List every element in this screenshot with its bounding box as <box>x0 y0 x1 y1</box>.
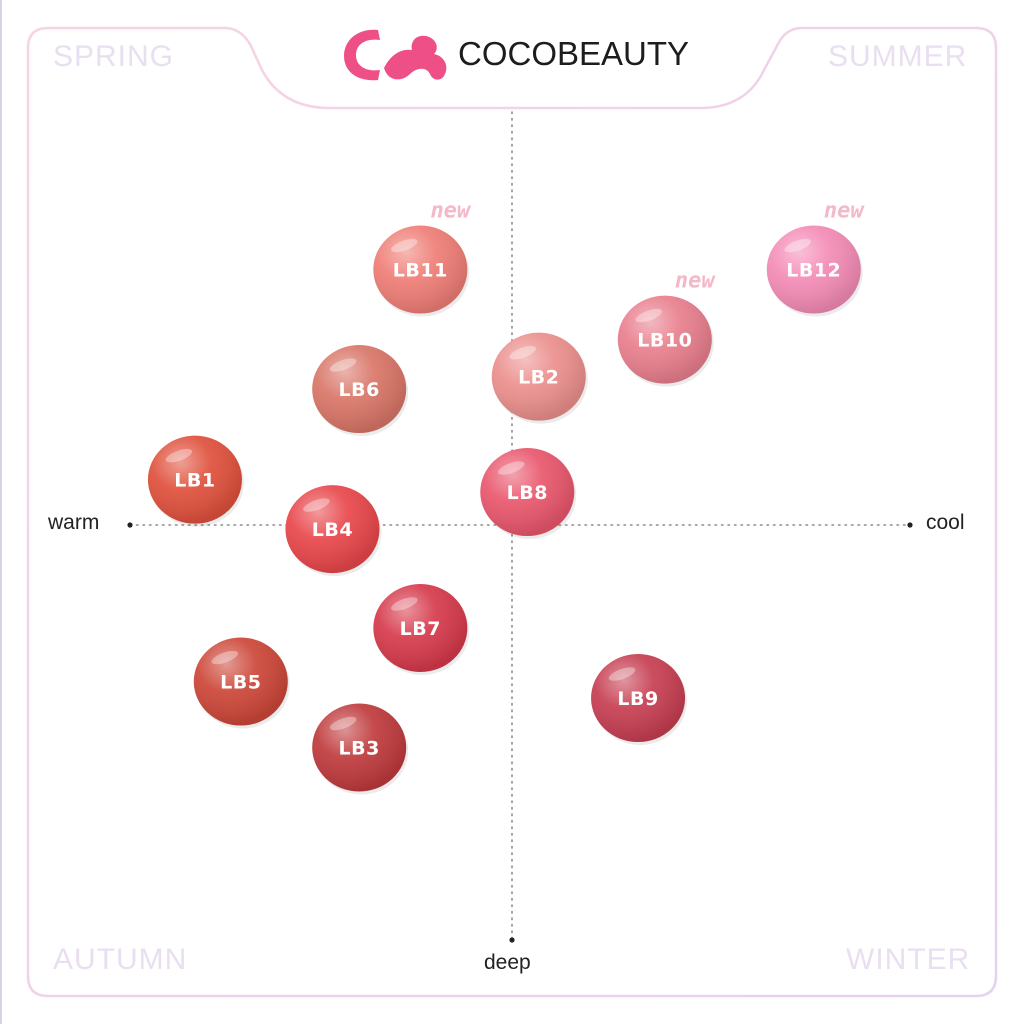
axis-endpoint-warm <box>127 522 133 528</box>
swatch-label: LB11 <box>393 260 448 282</box>
swatch-highlight <box>635 308 663 323</box>
swatch-gloss <box>373 225 468 314</box>
quadrant-label-spring: SPRING <box>53 40 175 73</box>
new-badge: new <box>824 199 865 224</box>
swatch-highlight <box>329 716 357 731</box>
swatch-label: LB2 <box>518 367 559 389</box>
quadrant-label-winter: WINTER <box>846 943 971 976</box>
swatch-highlight <box>784 238 812 253</box>
swatch-points: LB1 LB2 LB3 LB4 LB5 LB6 LB7 LB8 LB9 LB10 new LB11 ne… <box>147 199 865 795</box>
swatch-gloss <box>491 332 586 421</box>
swatch-gloss <box>312 345 407 434</box>
swatch-lb10: LB10 new <box>617 269 716 387</box>
quadrant-label-summer: SUMMER <box>828 40 968 73</box>
swatch-label: LB3 <box>339 737 380 759</box>
swatch-lb4: LB4 <box>285 485 382 577</box>
axis-endpoint-deep <box>509 937 515 943</box>
swatch-gloss <box>617 295 712 384</box>
swatch-highlight <box>165 448 193 463</box>
swatch-lb1: LB1 <box>147 435 244 527</box>
swatch-highlight <box>509 345 537 360</box>
axis-label-cool: cool <box>926 511 965 534</box>
swatch-lb8: LB8 <box>480 448 577 540</box>
quadrant-label-autumn: AUTUMN <box>53 943 188 976</box>
swatch-label: LB1 <box>174 470 215 492</box>
swatch-highlight <box>391 597 418 611</box>
swatch-lb5: LB5 <box>193 637 290 729</box>
swatch-highlight <box>329 358 357 372</box>
swatch-lb9: LB9 <box>591 654 688 746</box>
swatch-lb6: LB6 <box>312 345 409 437</box>
swatch-lb3: LB3 <box>312 703 409 795</box>
swatch-lb11: LB11 new <box>373 199 472 317</box>
new-badge: new <box>430 199 471 224</box>
axis-endpoint-cool <box>907 522 913 528</box>
swatch-label: LB7 <box>400 618 441 640</box>
swatch-gloss <box>480 448 575 537</box>
swatch-gloss <box>147 435 242 524</box>
swatch-gloss <box>312 703 407 792</box>
swatch-gloss <box>285 485 380 574</box>
axis-label-deep: deep <box>484 951 531 974</box>
swatch-label: LB12 <box>786 260 841 282</box>
swatch-gloss <box>591 654 686 743</box>
swatch-lb7: LB7 <box>373 584 470 675</box>
swatch-label: LB5 <box>220 672 261 694</box>
new-badge: new <box>675 269 716 294</box>
cocobeauty-logo-icon <box>344 29 447 81</box>
brand-name: COCOBEAUTY <box>458 35 690 72</box>
swatch-label: LB8 <box>507 482 548 504</box>
swatch-highlight <box>498 461 525 475</box>
swatch-highlight <box>303 498 330 512</box>
swatch-label: LB6 <box>339 379 380 401</box>
swatch-highlight <box>608 667 636 681</box>
swatch-label: LB9 <box>617 688 658 710</box>
brand-header: COCOBEAUTY <box>340 22 700 86</box>
swatch-gloss <box>766 225 861 314</box>
swatch-gloss <box>373 584 468 672</box>
swatch-lb12: LB12 new <box>766 199 865 317</box>
swatch-highlight <box>391 238 418 253</box>
swatch-lb2: LB2 <box>491 332 588 424</box>
swatch-gloss <box>193 637 288 726</box>
swatch-label: LB4 <box>312 519 353 541</box>
swatch-highlight <box>211 650 239 665</box>
swatch-label: LB10 <box>637 330 692 352</box>
axis-label-warm: warm <box>48 511 100 534</box>
